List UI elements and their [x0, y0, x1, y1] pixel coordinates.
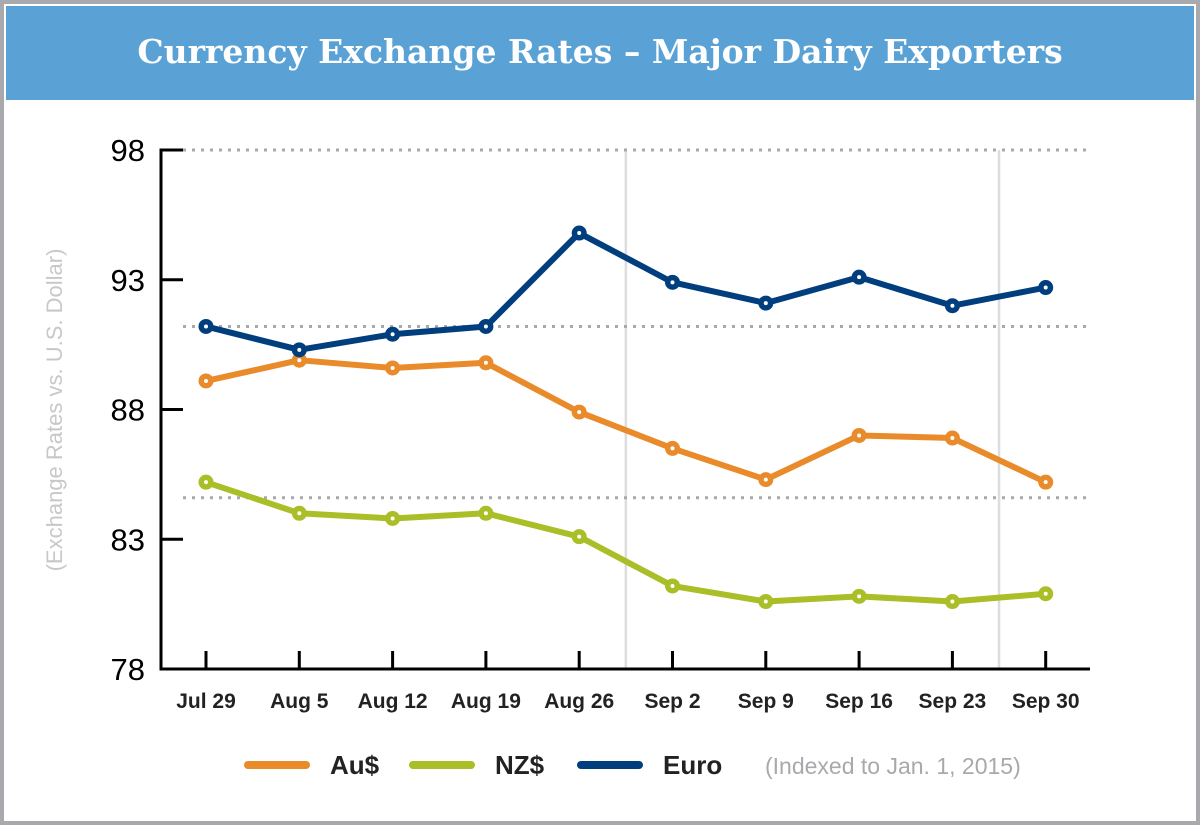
- legend-label: Au$: [330, 750, 380, 780]
- series-line-Euro: [205, 230, 1047, 353]
- data-point-center: [950, 436, 955, 441]
- data-point-center: [670, 583, 675, 588]
- x-tick-label: Sep 30: [1012, 690, 1080, 713]
- x-tick-label: Jul 29: [176, 690, 236, 713]
- data-point-center: [577, 534, 582, 539]
- data-point-center: [857, 275, 862, 280]
- data-point-center: [1043, 591, 1048, 596]
- x-tick-label: Aug 5: [270, 690, 329, 713]
- x-tick-label: Sep 16: [825, 690, 893, 713]
- y-tick-label: 88: [111, 393, 145, 428]
- x-tick-label: Sep 9: [738, 690, 794, 713]
- legend-label: Euro: [663, 750, 722, 780]
- data-point-center: [950, 303, 955, 308]
- chart-title: Currency Exchange Rates – Major Dairy Ex…: [137, 32, 1063, 71]
- data-point-center: [763, 599, 768, 604]
- data-point-center: [390, 332, 395, 337]
- data-point-center: [483, 324, 488, 329]
- data-point-center: [763, 477, 768, 482]
- series-line-NZ$: [205, 479, 1046, 605]
- data-point-center: [857, 594, 862, 599]
- data-point-center: [763, 301, 768, 306]
- x-tick-label: Aug 26: [544, 690, 614, 713]
- y-tick-label: 83: [111, 522, 145, 557]
- data-point-center: [1043, 480, 1048, 485]
- index-note: (Indexed to Jan. 1, 2015): [765, 753, 1021, 779]
- data-point-center: [204, 324, 208, 329]
- y-tick-label: 93: [111, 263, 145, 298]
- y-tick-label: 98: [111, 133, 145, 168]
- data-point-center: [1043, 285, 1048, 290]
- data-point-center: [390, 365, 395, 370]
- x-tick-label: Sep 23: [919, 690, 987, 713]
- data-point-center: [483, 511, 488, 516]
- data-point-center: [204, 378, 208, 383]
- data-point-center: [950, 599, 955, 604]
- data-point-center: [577, 231, 582, 236]
- x-tick-label: Aug 12: [358, 690, 428, 713]
- x-tick-label: Sep 2: [644, 690, 700, 713]
- data-point-center: [297, 511, 302, 516]
- series-line-Au$: [205, 357, 1047, 485]
- data-point-center: [670, 280, 675, 285]
- title-bar: Currency Exchange Rates – Major Dairy Ex…: [6, 6, 1194, 100]
- legend-label: NZ$: [495, 750, 545, 780]
- data-point-center: [297, 358, 302, 363]
- data-point-center: [204, 480, 208, 485]
- data-point-center: [483, 360, 488, 365]
- data-point-center: [297, 347, 302, 352]
- y-tick-label: 78: [111, 652, 145, 687]
- data-point-center: [670, 446, 675, 451]
- data-point-center: [577, 410, 582, 415]
- y-axis-label: (Exchange Rates vs. U.S. Dollar): [42, 249, 67, 572]
- x-tick-label: Aug 19: [451, 690, 521, 713]
- data-point-center: [857, 433, 862, 438]
- data-point-center: [390, 516, 395, 521]
